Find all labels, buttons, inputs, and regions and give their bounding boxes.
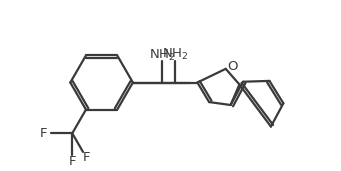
Text: F: F xyxy=(83,151,90,164)
Text: F: F xyxy=(40,127,48,140)
Text: NH$_2$: NH$_2$ xyxy=(149,48,175,63)
Text: O: O xyxy=(227,60,238,73)
Text: NH$_2$: NH$_2$ xyxy=(162,47,188,62)
Text: F: F xyxy=(69,155,76,168)
